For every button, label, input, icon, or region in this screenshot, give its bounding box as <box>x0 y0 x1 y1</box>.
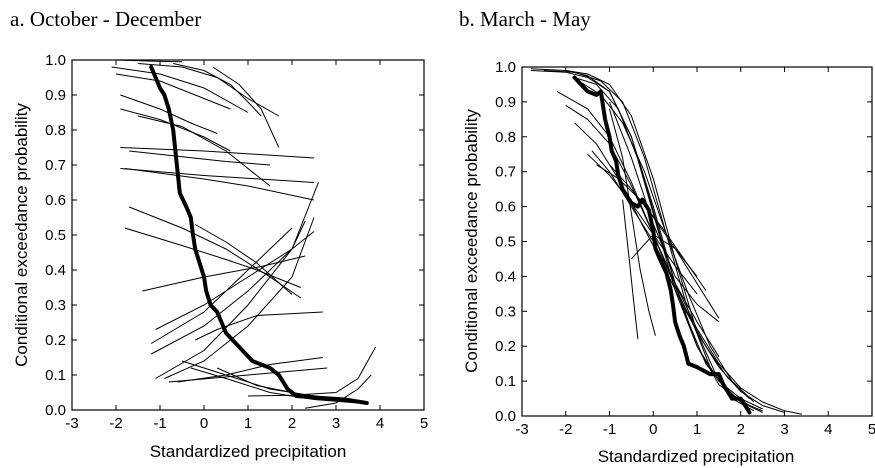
panel-b-member-line <box>574 77 750 406</box>
panel-a-member-line <box>194 311 323 341</box>
panel-b-y-tick-label: 0.9 <box>495 94 516 111</box>
panel-a-member-line <box>142 255 306 292</box>
panel-b-member-line <box>565 104 803 415</box>
panel-a-member-line <box>155 182 319 379</box>
panel-b-y-tick-label: 0.8 <box>495 129 516 146</box>
panel-a-member-line <box>129 150 271 166</box>
panel-b-ensemble-mean-line <box>572 75 752 415</box>
panel-b-member-line <box>609 108 656 336</box>
panel-a-member-line <box>168 367 328 383</box>
panel-b-y-tick-label: 0.6 <box>495 199 516 216</box>
panel-b-x-tick-label: -2 <box>559 421 572 438</box>
panel-b-member-line <box>609 164 720 319</box>
panel-a-member-line <box>173 63 262 117</box>
panel-october-december: a. October - December Standardized preci… <box>10 7 428 461</box>
panel-a-member-line <box>129 206 302 299</box>
panel-b-plot-frame <box>521 66 873 417</box>
panel-b-y-tick-label: 0.5 <box>495 234 516 251</box>
panel-a-ensemble-mean-line <box>149 65 369 405</box>
panel-b-x-tick-label: 3 <box>780 421 788 438</box>
panel-b-member-line <box>587 153 698 295</box>
panel-b-y-tick-label: 0.2 <box>495 338 516 355</box>
panel-a-member-line <box>120 168 315 183</box>
panel-a-y-tick-label: 0.6 <box>45 192 66 209</box>
panel-b-xlabel: Standardized precipitation <box>598 447 795 466</box>
panel-b-y-tick-label: 1.0 <box>495 59 516 76</box>
panel-a-y-tick-label: 1.0 <box>45 52 66 69</box>
panel-b-x-tick-label: 5 <box>868 421 875 438</box>
panel-b-title: b. March - May <box>459 7 591 31</box>
panel-a-x-tick-label: -2 <box>109 415 122 432</box>
panel-b-y-tick-label: 0.1 <box>495 373 516 390</box>
panel-a-x-tick-label: -3 <box>65 415 78 432</box>
panel-b-x-tick-label: 4 <box>824 421 832 438</box>
panel-a-y-tick-label: 0.1 <box>45 367 66 384</box>
panel-a-y-tick-label: 0.5 <box>45 227 66 244</box>
panel-b-member-line <box>578 80 755 403</box>
panel-a-y-tick-label: 0.2 <box>45 332 66 349</box>
panel-a-title: a. October - December <box>10 7 201 31</box>
panel-a-y-tick-label: 0.9 <box>45 87 66 104</box>
panel-a-member-line <box>115 73 231 110</box>
panel-b-x-tick-label: 0 <box>649 421 657 438</box>
panel-b-member-line <box>530 70 763 412</box>
panel-a-x-tick-label: 4 <box>376 415 384 432</box>
panel-b-y-tick-label: 0.0 <box>495 408 516 425</box>
panel-a-x-tick-label: 3 <box>332 415 340 432</box>
panel-a-member-line <box>155 231 315 330</box>
panel-b-x-tick-label: -3 <box>515 421 528 438</box>
panel-a-member-line <box>212 66 280 148</box>
panel-b-y-tick-label: 0.4 <box>495 268 516 285</box>
panel-a-member-line <box>137 115 271 187</box>
panel-b-member-line <box>631 233 698 277</box>
panel-b-member-line <box>609 101 720 323</box>
panel-a-y-tick-label: 0.7 <box>45 157 66 174</box>
panel-b-x-tick-label: 1 <box>693 421 701 438</box>
panel-a-y-tick-label: 0.4 <box>45 262 66 279</box>
panel-b-y-tick-label: 0.3 <box>495 303 516 320</box>
panel-b-x-tick-label: -1 <box>603 421 616 438</box>
panel-a-x-tick-label: 5 <box>420 415 428 432</box>
panel-a-xlabel: Standardized precipitation <box>150 442 347 461</box>
panel-a-member-line <box>190 367 359 404</box>
panel-a-member-line <box>164 217 315 379</box>
panel-a-member-line <box>305 374 372 409</box>
panel-a-member-line <box>247 346 377 397</box>
panel-b-member-line <box>530 68 763 413</box>
panel-a-ylabel: Conditional exceedance probability <box>12 103 31 367</box>
panel-a-member-line <box>120 94 218 134</box>
panel-march-may: b. March - May Standardized precipitatio… <box>459 7 875 466</box>
panel-a-member-line <box>120 147 315 159</box>
panel-b-member-line <box>543 70 755 412</box>
panel-a-member-line <box>124 168 315 201</box>
panel-a-member-line <box>80 59 183 63</box>
panel-a-x-tick-label: 2 <box>288 415 296 432</box>
panel-a-member-line <box>177 357 323 383</box>
panel-b-member-line <box>565 70 763 410</box>
panel-a-member-line <box>111 66 249 113</box>
panel-b-y-tick-label: 0.7 <box>495 164 516 181</box>
panel-a-y-tick-label: 0.8 <box>45 122 66 139</box>
panel-a-x-tick-label: 1 <box>244 415 252 432</box>
panel-b-ylabel: Conditional exceedance probability <box>462 109 481 373</box>
panel-a-member-line <box>120 108 231 152</box>
panel-b-member-line <box>556 90 785 413</box>
panel-a-member-line <box>194 224 293 295</box>
panel-b-member-line <box>622 199 639 340</box>
panel-a-x-tick-label: -1 <box>153 415 166 432</box>
panel-b-x-tick-label: 2 <box>737 421 745 438</box>
panel-a-y-tick-label: 0.3 <box>45 297 66 314</box>
panel-a-y-tick-label: 0.0 <box>45 402 66 419</box>
panel-a-x-tick-label: 0 <box>200 415 208 432</box>
panel-a-member-line <box>150 220 306 355</box>
